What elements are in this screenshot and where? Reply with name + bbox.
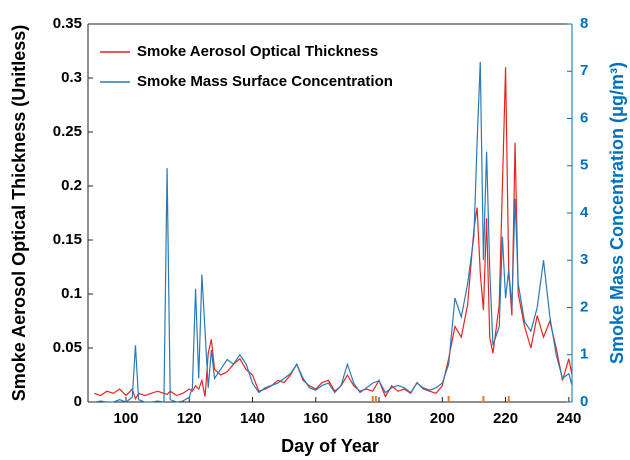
legend-label: Smoke Aerosol Optical Thickness [137, 43, 378, 60]
y-tick-label: 0.25 [53, 123, 82, 140]
x-tick-label: 180 [367, 410, 392, 427]
data-line [94, 61, 572, 403]
y2-tick-label: 1 [580, 346, 588, 363]
x-tick-label: 100 [113, 410, 138, 427]
y-tick-label: 0.05 [53, 339, 82, 356]
y-tick-label: 0.15 [53, 231, 82, 248]
x-tick-label: 160 [303, 410, 328, 427]
x-tick-label: 220 [493, 410, 518, 427]
x-axis-label: Day of Year [281, 436, 379, 456]
legend-label: Smoke Mass Surface Concentration [137, 73, 393, 90]
x-tick-label: 140 [240, 410, 265, 427]
y2-axis-label: Smoke Mass Concentration (μg/m³) [607, 62, 627, 364]
x-tick-label: 200 [430, 410, 455, 427]
y-tick-label: 0 [74, 393, 82, 410]
x-tick-label: 240 [556, 410, 581, 427]
y2-tick-label: 7 [580, 62, 588, 79]
plot-area [94, 61, 572, 403]
y2-tick-label: 5 [580, 157, 588, 174]
y-tick-label: 0.3 [61, 69, 82, 86]
y2-tick-label: 6 [580, 109, 588, 126]
y-tick-label: 0.35 [53, 15, 82, 32]
y2-tick-label: 4 [580, 204, 589, 221]
y2-tick-label: 0 [580, 393, 588, 410]
y-axis-label: Smoke Aerosol Optical Thickness (Unitles… [9, 25, 29, 401]
y2-tick-label: 8 [580, 15, 588, 32]
y2-tick-label: 3 [580, 251, 588, 268]
x-tick-label: 120 [177, 410, 202, 427]
y-tick-label: 0.2 [61, 177, 82, 194]
y-tick-label: 0.1 [61, 285, 82, 302]
y2-tick-label: 2 [580, 298, 588, 315]
